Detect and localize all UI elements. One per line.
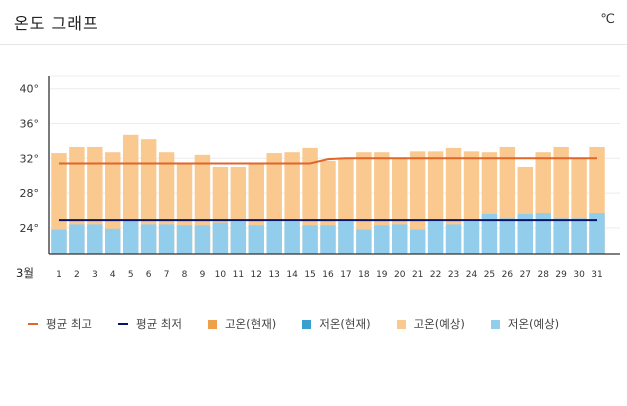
x-axis-label: 3월 xyxy=(16,266,34,280)
legend-label: 고온(예상) xyxy=(413,317,465,331)
y-tick-label: 24° xyxy=(20,222,40,235)
legend-label: 저온(예상) xyxy=(507,317,560,331)
legend-swatch xyxy=(28,323,38,325)
x-tick-label: 9 xyxy=(200,270,206,280)
x-tick-label: 6 xyxy=(146,270,152,280)
bar-high xyxy=(105,152,121,254)
x-tick-label: 30 xyxy=(573,270,585,280)
bar-low xyxy=(356,229,372,254)
legend-swatch xyxy=(490,319,500,329)
bar-low xyxy=(427,221,444,254)
bar-low xyxy=(463,221,480,254)
x-tick-label: 12 xyxy=(251,270,262,280)
bar-low xyxy=(499,218,516,254)
x-tick-label: 1 xyxy=(56,270,62,280)
x-tick-label: 28 xyxy=(537,270,549,280)
legend-item: 평균 최저 xyxy=(117,316,182,332)
y-tick-label: 36° xyxy=(20,118,40,131)
x-tick-label: 4 xyxy=(110,270,116,280)
x-tick-label: 24 xyxy=(466,270,478,280)
bar-low xyxy=(535,213,551,254)
bar-low xyxy=(212,222,229,254)
y-tick-label: 28° xyxy=(20,187,40,200)
y-tick-label: 40° xyxy=(20,83,40,96)
bar-low xyxy=(374,225,390,254)
x-tick-label: 27 xyxy=(520,270,531,280)
x-tick-label: 26 xyxy=(502,270,514,280)
y-tick-label: 32° xyxy=(20,152,40,165)
x-tick-label: 21 xyxy=(412,270,423,280)
x-tick-label: 25 xyxy=(484,270,495,280)
unit-label: ℃ xyxy=(600,12,615,27)
legend-swatch xyxy=(302,319,312,329)
legend-swatch xyxy=(396,319,406,329)
x-tick-label: 20 xyxy=(394,270,406,280)
bar-low xyxy=(589,213,605,254)
bar-low xyxy=(481,213,498,254)
x-tick-label: 3 xyxy=(92,270,98,280)
bar-low xyxy=(445,224,462,254)
legend-item: 고온(예상) xyxy=(396,316,465,332)
bar-low xyxy=(302,225,318,254)
bar-low xyxy=(105,228,121,254)
bar-low xyxy=(338,221,354,254)
bar-low xyxy=(571,218,587,254)
x-tick-label: 15 xyxy=(304,270,315,280)
bar-high xyxy=(51,153,67,254)
page-title: 온도 그래프 xyxy=(14,14,99,33)
x-tick-label: 31 xyxy=(591,270,602,280)
legend-label: 고온(현재) xyxy=(224,317,277,331)
x-tick-label: 11 xyxy=(233,270,244,280)
bar-low xyxy=(248,225,264,254)
x-tick-label: 29 xyxy=(555,270,567,280)
bar-low xyxy=(320,225,336,254)
bar-low xyxy=(51,229,67,254)
bar-low xyxy=(230,221,247,254)
x-tick-label: 16 xyxy=(322,270,334,280)
x-tick-label: 10 xyxy=(215,270,227,280)
legend-item: 평균 최고 xyxy=(28,316,92,332)
legend-item: 저온(현재) xyxy=(302,316,371,332)
legend-swatch xyxy=(207,319,217,329)
bar-low xyxy=(140,224,157,254)
legend-label: 평균 최저 xyxy=(135,317,182,331)
x-tick-label: 5 xyxy=(128,270,134,280)
bar-high xyxy=(409,151,426,254)
legend-label: 평균 최고 xyxy=(46,317,92,331)
x-tick-label: 19 xyxy=(376,270,388,280)
bar-high xyxy=(356,152,372,254)
bar-low xyxy=(284,221,300,254)
x-tick-label: 7 xyxy=(164,270,170,280)
x-tick-label: 14 xyxy=(286,270,298,280)
bar-low xyxy=(176,225,193,254)
chart-legend: 평균 최고 평균 최저 고온(현재) 저온(현재) 고온(예상) 저온(예상) xyxy=(28,316,618,332)
bar-low xyxy=(122,220,139,254)
bar-low xyxy=(69,224,85,254)
legend-item: 고온(현재) xyxy=(207,316,277,332)
legend-label: 저온(현재) xyxy=(319,317,371,331)
x-tick-label: 23 xyxy=(448,270,459,280)
bar-low xyxy=(517,213,534,254)
bar-low xyxy=(194,225,211,254)
bar-low xyxy=(392,224,408,254)
x-tick-label: 2 xyxy=(74,270,80,280)
bar-low xyxy=(553,218,569,254)
x-tick-label: 22 xyxy=(430,270,441,280)
x-tick-label: 8 xyxy=(182,270,188,280)
chart-header: 온도 그래프 ℃ xyxy=(0,0,627,45)
avg-high-line xyxy=(58,157,598,165)
legend-swatch xyxy=(117,323,128,325)
bar-low xyxy=(87,224,103,254)
bar-low xyxy=(409,229,426,254)
x-tick-label: 18 xyxy=(358,270,370,280)
legend-item: 저온(예상) xyxy=(490,316,560,332)
bar-low xyxy=(158,224,175,254)
x-tick-label: 17 xyxy=(340,270,351,280)
temperature-chart: 24°28°32°36°40°3월 1 2 3 4 5 6 7 8 9 10 11 12 13 14 15 16… xyxy=(16,75,620,280)
x-tick-label: 13 xyxy=(268,270,279,280)
bar-low xyxy=(266,221,282,254)
